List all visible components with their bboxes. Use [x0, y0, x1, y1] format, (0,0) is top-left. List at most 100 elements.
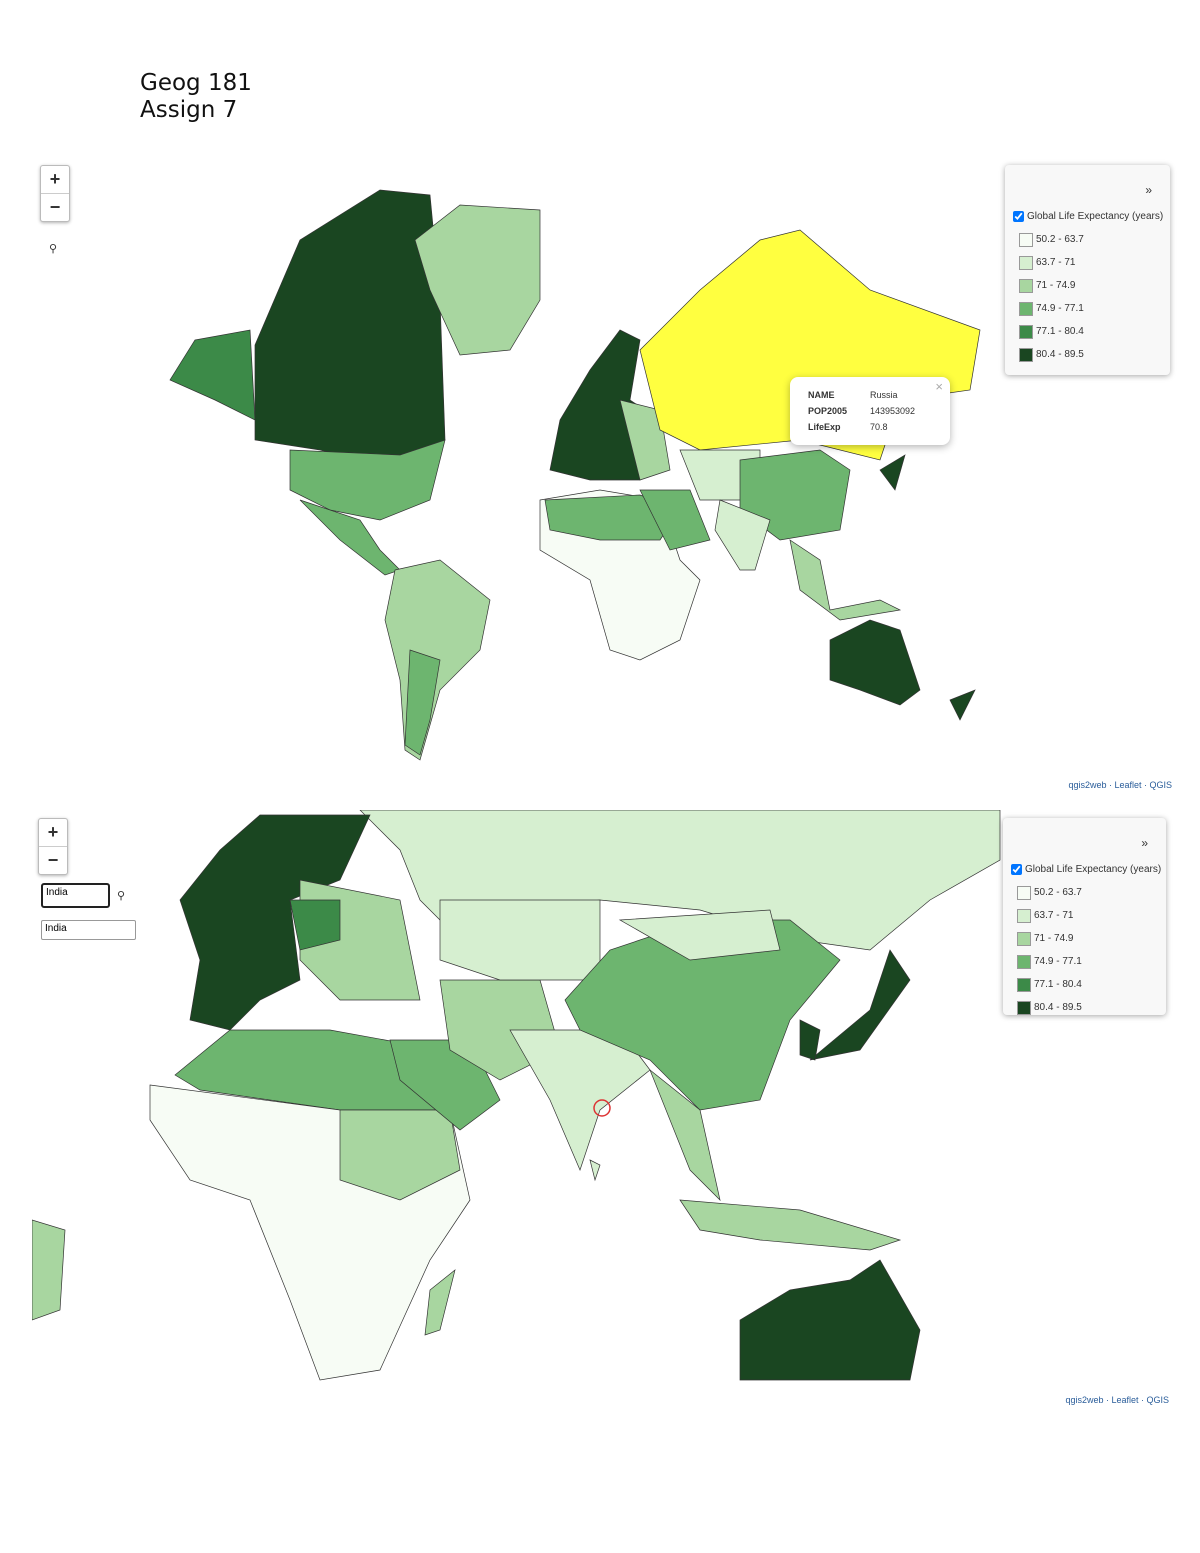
legend-swatch	[1017, 1000, 1031, 1015]
zoom-in[interactable]: +	[47, 822, 59, 842]
country[interactable]	[714, 499, 771, 571]
country[interactable]	[169, 329, 256, 421]
legend-swatch	[1017, 908, 1031, 923]
attribution[interactable]: qgis2web · Leaflet · QGIS	[1065, 779, 1175, 791]
layer-checkbox[interactable]	[1013, 211, 1024, 222]
legend-label: 63.7 - 71	[1034, 910, 1074, 921]
search-icon[interactable]: ⚲	[49, 243, 58, 255]
search-icon[interactable]: ⚲	[117, 890, 126, 902]
country[interactable]	[439, 899, 601, 981]
country[interactable]	[639, 489, 711, 551]
legend-row: 80.4 - 89.5	[1005, 343, 1170, 366]
layer-checkbox[interactable]	[1011, 864, 1022, 875]
legend-label: 50.2 - 63.7	[1036, 234, 1084, 245]
country[interactable]	[618, 909, 781, 961]
country[interactable]	[829, 619, 921, 706]
popup-key: NAME	[808, 390, 835, 400]
zoom-control: + −	[38, 818, 68, 875]
popup-row: NAME Russia	[808, 387, 932, 403]
legend: » Global Life Expectancy (years) 50.2 - 63…	[1003, 818, 1166, 1015]
legend-row: 80.4 - 89.5	[1003, 996, 1166, 1019]
popup-row: POP2005 143953092	[808, 403, 932, 419]
legend-label: 74.9 - 77.1	[1036, 303, 1084, 314]
country[interactable]	[809, 949, 911, 1061]
country[interactable]	[289, 439, 446, 521]
country[interactable]	[414, 204, 541, 356]
country[interactable]	[289, 899, 341, 951]
legend-toggle[interactable]: »	[1145, 183, 1152, 197]
legend-layer: Global Life Expectancy (years)	[1003, 858, 1166, 881]
legend-label: 71 - 74.9	[1034, 933, 1074, 944]
title-line: Geog 181	[140, 70, 252, 96]
legend-row: 77.1 - 80.4	[1005, 320, 1170, 343]
country[interactable]	[649, 1068, 721, 1202]
legend-swatch	[1017, 954, 1031, 969]
zoom-out[interactable]: −	[39, 846, 67, 874]
legend-label: 63.7 - 71	[1036, 257, 1076, 268]
title-line: Assign 7	[140, 97, 238, 123]
country[interactable]	[254, 189, 446, 471]
legend-row: 71 - 74.9	[1005, 274, 1170, 297]
legend-label: 77.1 - 80.4	[1036, 326, 1084, 337]
legend-row: 50.2 - 63.7	[1003, 881, 1166, 904]
country[interactable]	[739, 1259, 921, 1381]
country[interactable]	[339, 1109, 461, 1201]
legend-toggle[interactable]: »	[1141, 836, 1148, 850]
legend-layer: Global Life Expectancy (years)	[1005, 205, 1170, 228]
search-marker	[593, 1099, 611, 1117]
country[interactable]	[404, 649, 441, 756]
legend-swatch	[1017, 977, 1031, 992]
legend-swatch	[1019, 255, 1033, 270]
layer-label: Global Life Expectancy (years)	[1025, 864, 1162, 875]
legend-swatch	[1019, 278, 1033, 293]
country[interactable]	[679, 1199, 902, 1251]
country[interactable]	[359, 810, 1001, 951]
legend-row: 77.1 - 80.4	[1003, 973, 1166, 996]
legend-label: 77.1 - 80.4	[1034, 979, 1082, 990]
popup-value: 143953092	[870, 406, 916, 416]
legend-row: 74.9 - 77.1	[1003, 950, 1166, 973]
popup: × NAME Russia POP2005 143953092 LifeExp 70.8	[790, 377, 950, 445]
legend-label: 50.2 - 63.7	[1034, 887, 1082, 898]
country[interactable]	[589, 1159, 601, 1182]
legend-label: 80.4 - 89.5	[1036, 349, 1084, 360]
legend-swatch	[1017, 885, 1031, 900]
country[interactable]	[879, 454, 906, 491]
legend-row: 63.7 - 71	[1003, 904, 1166, 927]
legend-label: 80.4 - 89.5	[1034, 1002, 1082, 1013]
attribution[interactable]: qgis2web · Leaflet · QGIS	[1062, 1394, 1172, 1406]
legend-swatch	[1019, 232, 1033, 247]
country[interactable]	[544, 494, 681, 541]
country[interactable]	[179, 814, 371, 1031]
map-1	[169, 189, 981, 761]
layer-label: Global Life Expectancy (years)	[1027, 211, 1164, 222]
legend: » Global Life Expectancy (years) 50.2 - 63…	[1005, 165, 1170, 375]
legend-row: 71 - 74.9	[1003, 927, 1166, 950]
country[interactable]	[789, 539, 902, 621]
popup-table: NAME Russia POP2005 143953092 LifeExp 70.8	[808, 387, 932, 435]
legend-label: 71 - 74.9	[1036, 280, 1076, 291]
search-result[interactable]: India	[41, 920, 136, 940]
popup-value: Russia	[870, 390, 898, 400]
legend-swatch	[1019, 324, 1033, 339]
country[interactable]	[32, 1219, 66, 1321]
country[interactable]	[949, 689, 976, 721]
legend-swatch	[1019, 347, 1033, 362]
zoom-in[interactable]: +	[49, 169, 61, 189]
popup-close[interactable]: ×	[935, 379, 943, 394]
zoom-out[interactable]: −	[41, 193, 69, 221]
legend-label: 74.9 - 77.1	[1034, 956, 1082, 967]
country[interactable]	[424, 1269, 456, 1336]
legend-swatch	[1019, 301, 1033, 316]
legend-swatch	[1017, 931, 1031, 946]
zoom-control: + −	[40, 165, 70, 222]
search-input[interactable]: India	[41, 883, 110, 908]
legend-row: 50.2 - 63.7	[1005, 228, 1170, 251]
country[interactable]	[799, 1019, 821, 1061]
popup-key: POP2005	[808, 406, 848, 416]
legend-row: 63.7 - 71	[1005, 251, 1170, 274]
popup-row: LifeExp 70.8	[808, 419, 932, 435]
map-2	[32, 810, 1001, 1381]
